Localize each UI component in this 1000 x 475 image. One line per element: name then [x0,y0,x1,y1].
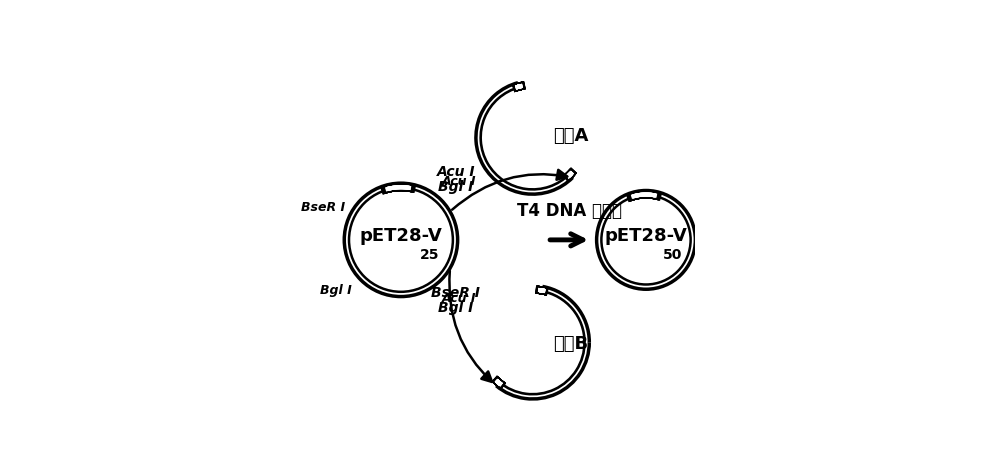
Text: pET28-V: pET28-V [605,227,687,245]
Text: 50: 50 [663,248,682,262]
Text: Acu I: Acu I [441,175,476,188]
Text: Acu I: Acu I [437,165,475,179]
Text: BseR I: BseR I [431,286,480,300]
Text: Bgl I: Bgl I [320,284,352,297]
Text: Bgl I: Bgl I [438,301,473,314]
Text: 片段A: 片段A [553,127,588,144]
Text: Bgl I: Bgl I [438,180,473,194]
FancyArrowPatch shape [452,170,567,209]
Text: 25: 25 [420,248,439,262]
Text: pET28-V: pET28-V [360,227,442,245]
Text: T4 DNA 连接酶: T4 DNA 连接酶 [517,202,622,220]
Text: BseR I: BseR I [301,201,346,214]
FancyArrowPatch shape [449,271,492,382]
Text: 片段B: 片段B [553,335,588,353]
Text: Acu I: Acu I [441,292,476,305]
